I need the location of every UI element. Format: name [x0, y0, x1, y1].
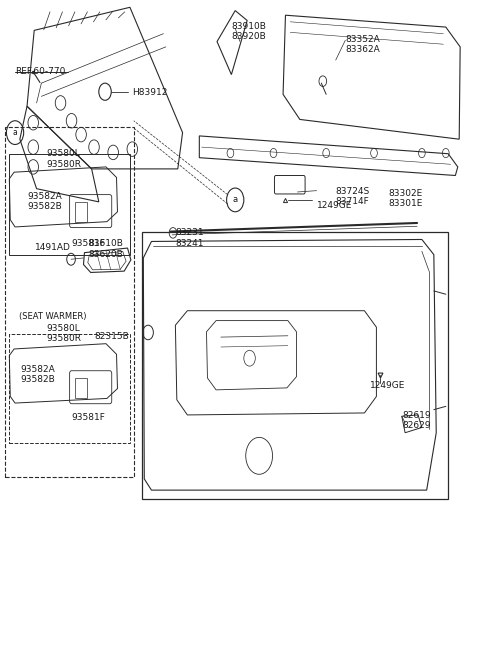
- Text: 83724S
83714F: 83724S 83714F: [336, 186, 370, 206]
- Text: 93581F: 93581F: [72, 413, 106, 422]
- Text: 83302E
83301E: 83302E 83301E: [388, 188, 423, 208]
- Text: 83610B
83620B: 83610B 83620B: [88, 239, 123, 259]
- Text: 83231
83241: 83231 83241: [175, 228, 204, 248]
- Text: 1249GE: 1249GE: [317, 200, 352, 210]
- Text: 82315B: 82315B: [94, 332, 129, 342]
- Text: 93580L
93580R: 93580L 93580R: [46, 149, 81, 169]
- Text: 83352A
83362A: 83352A 83362A: [345, 35, 380, 54]
- Text: 93582A
93582B: 93582A 93582B: [27, 192, 62, 212]
- Text: a: a: [233, 196, 238, 204]
- Text: 1249GE: 1249GE: [370, 381, 406, 390]
- Text: 1491AD: 1491AD: [35, 243, 71, 253]
- Text: 93582A
93582B: 93582A 93582B: [21, 365, 56, 384]
- Text: 93580L
93580R: 93580L 93580R: [46, 324, 81, 343]
- Text: 83910B
83920B: 83910B 83920B: [231, 22, 266, 41]
- Text: H83912: H83912: [132, 89, 168, 97]
- Text: 93581F: 93581F: [72, 239, 106, 249]
- Text: REF.60-770: REF.60-770: [15, 67, 65, 75]
- Text: 82619
82629: 82619 82629: [403, 411, 432, 430]
- Text: (SEAT WARMER): (SEAT WARMER): [19, 312, 86, 321]
- Text: a: a: [12, 128, 17, 137]
